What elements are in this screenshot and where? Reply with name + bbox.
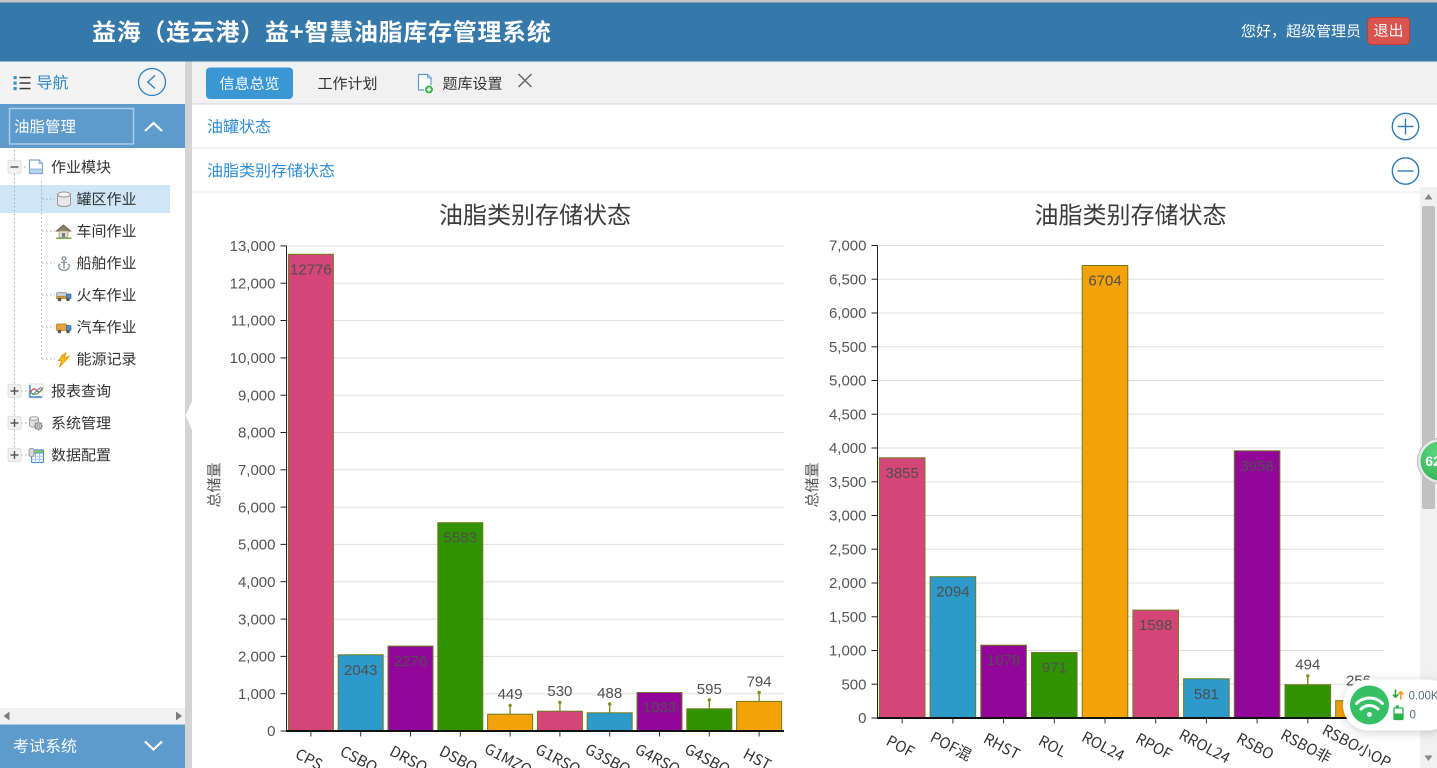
svg-text:10,000: 10,000 — [230, 350, 276, 367]
svg-text:500: 500 — [841, 677, 866, 694]
svg-text:6,000: 6,000 — [238, 499, 276, 516]
svg-text:6704: 6704 — [1088, 273, 1121, 290]
svg-text:2,000: 2,000 — [238, 649, 276, 666]
svg-text:488: 488 — [597, 685, 622, 702]
svg-text:6,500: 6,500 — [829, 271, 867, 288]
svg-text:595: 595 — [697, 681, 722, 698]
svg-text:3,000: 3,000 — [829, 508, 867, 525]
svg-text:5583: 5583 — [444, 530, 477, 547]
svg-text:1,000: 1,000 — [238, 686, 276, 703]
svg-text:12,000: 12,000 — [230, 275, 276, 292]
svg-text:1078: 1078 — [987, 652, 1020, 669]
svg-text:3,000: 3,000 — [238, 611, 276, 628]
svg-text:1033: 1033 — [643, 700, 676, 717]
svg-text:1,500: 1,500 — [829, 609, 867, 626]
svg-text:7,000: 7,000 — [238, 462, 276, 479]
svg-text:2276: 2276 — [394, 653, 427, 670]
svg-text:11,000: 11,000 — [231, 313, 276, 330]
svg-text:4,000: 4,000 — [238, 574, 276, 591]
svg-text:5,500: 5,500 — [829, 339, 867, 356]
svg-text:2,000: 2,000 — [829, 575, 867, 592]
svg-text:7,000: 7,000 — [829, 238, 867, 255]
svg-text:9,000: 9,000 — [238, 387, 276, 404]
svg-text:581: 581 — [1194, 686, 1219, 703]
svg-text:2043: 2043 — [344, 662, 377, 679]
svg-text:3958: 3958 — [1240, 458, 1273, 475]
svg-text:1,000: 1,000 — [829, 643, 867, 660]
svg-text:2,500: 2,500 — [829, 542, 867, 559]
svg-text:494: 494 — [1295, 657, 1320, 674]
svg-text:3855: 3855 — [886, 465, 919, 482]
svg-text:12776: 12776 — [290, 261, 332, 278]
svg-text:3,500: 3,500 — [829, 474, 867, 491]
svg-text:2094: 2094 — [936, 584, 969, 601]
svg-text:4,000: 4,000 — [829, 440, 867, 457]
svg-text:1598: 1598 — [1139, 617, 1172, 634]
svg-text:6,000: 6,000 — [829, 305, 867, 322]
svg-text:62: 62 — [1425, 453, 1437, 469]
svg-text:449: 449 — [498, 686, 523, 703]
svg-text:0.00K: 0.00K — [1409, 691, 1437, 703]
svg-text:0: 0 — [267, 723, 275, 740]
svg-text:0: 0 — [858, 710, 866, 727]
svg-text:4,500: 4,500 — [829, 406, 867, 423]
svg-text:794: 794 — [747, 673, 772, 690]
svg-text:530: 530 — [547, 683, 572, 700]
svg-text:8,000: 8,000 — [238, 425, 276, 442]
svg-text:0: 0 — [1410, 710, 1416, 722]
svg-text:5,000: 5,000 — [829, 373, 867, 390]
svg-text:971: 971 — [1042, 660, 1067, 677]
svg-text:5,000: 5,000 — [238, 537, 276, 554]
svg-text:13,000: 13,000 — [230, 238, 276, 255]
